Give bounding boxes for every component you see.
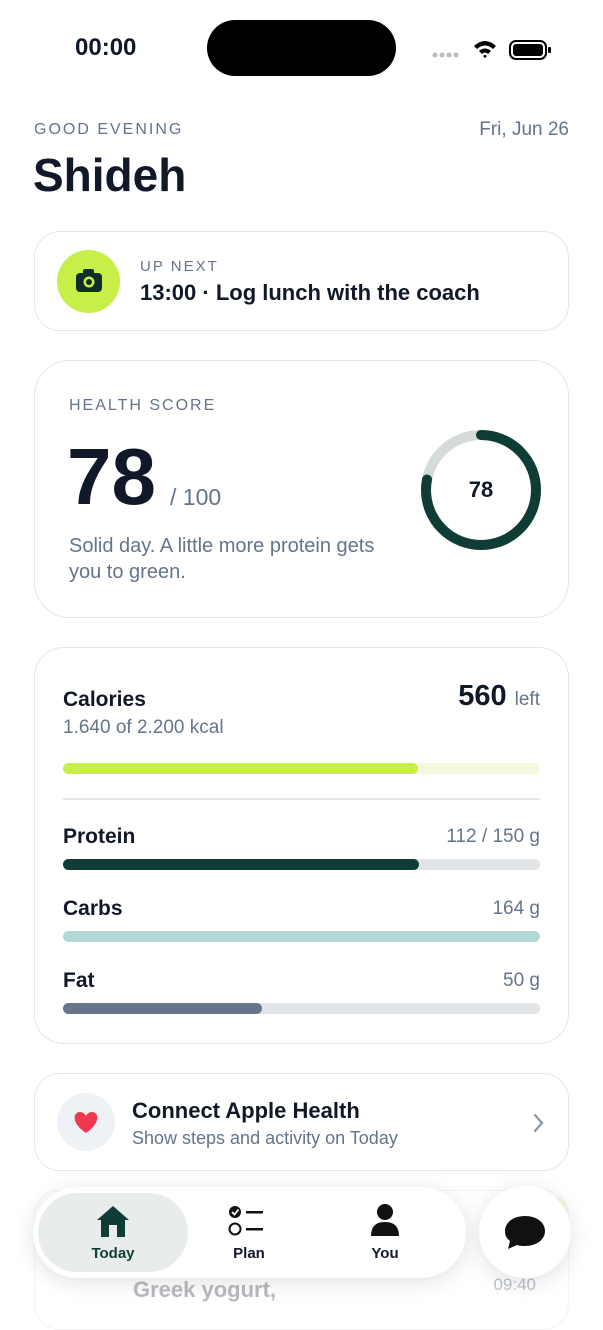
connect-title: Connect Apple Health: [132, 1098, 360, 1123]
tab-label[interactable]: You: [371, 1245, 399, 1262]
up-next-text: 13:00 · Log lunch with the coach: [140, 280, 480, 305]
health-score-note: Solid day. A little more protein gets yo…: [69, 535, 375, 583]
macro-track: [63, 1003, 540, 1014]
home-icon: [97, 1206, 129, 1237]
macro-label: Fat: [63, 969, 95, 992]
camera-icon: [57, 250, 120, 313]
chevron: [533, 1113, 544, 1133]
calories-label: Calories: [63, 688, 146, 711]
up-next-label: UP NEXT: [140, 258, 219, 275]
health-score-card: HEALTH SCORE 78 / 100 Solid day. A littl…: [34, 360, 569, 618]
dynamic-island: [207, 20, 396, 76]
user-name: Shideh: [33, 149, 187, 201]
health-score-label: HEALTH SCORE: [69, 397, 217, 414]
you-icon: [371, 1204, 399, 1236]
health-score-value: 78: [67, 432, 156, 521]
macro-fill: [63, 859, 419, 870]
divider: [63, 798, 540, 800]
macro-amount: 164 g: [492, 898, 540, 919]
status-time: 00:00: [75, 34, 137, 61]
calories-fill: [63, 763, 418, 774]
health-score-max: / 100: [170, 484, 222, 510]
calories-left-label: left: [514, 689, 540, 710]
greeting: GOOD EVENING: [34, 121, 184, 138]
connect-card[interactable]: Connect Apple Health Show steps and acti…: [34, 1073, 569, 1171]
score-ring: 78: [421, 430, 541, 550]
chat-button[interactable]: [479, 1186, 571, 1278]
score-ring-label: 78: [469, 477, 493, 502]
calories-detail: 1.640 of 2.200 kcal: [63, 717, 224, 738]
meal-title: Greek yogurt,: [133, 1277, 277, 1302]
calories-left-value: 560: [458, 680, 507, 712]
status-icons: [432, 40, 551, 60]
tab-label[interactable]: Plan: [233, 1245, 265, 1262]
macro-fill: [63, 931, 540, 942]
nutrition-card: Calories 1.640 of 2.200 kcal 560 left Pr…: [34, 647, 569, 1044]
macro-amount: 50 g: [503, 970, 540, 991]
calories-left: 560 left: [458, 680, 540, 713]
tab-label[interactable]: Today: [91, 1245, 135, 1262]
macro-amount: 112 / 150 g: [446, 826, 540, 847]
macro-label: Carbs: [63, 897, 123, 920]
macro-fill: [63, 1003, 262, 1014]
heart-icon: [57, 1093, 115, 1151]
tab-bar: Today Plan You: [33, 1187, 466, 1278]
plan-icon: [228, 1206, 263, 1236]
date: Fri, Jun 26: [479, 119, 569, 140]
connect-subtitle: Show steps and activity on Today: [132, 1128, 398, 1148]
up-next-card[interactable]: UP NEXT 13:00 · Log lunch with the coach: [34, 231, 569, 331]
macro-label: Protein: [63, 825, 136, 848]
meal-time: 09:40: [493, 1275, 536, 1294]
